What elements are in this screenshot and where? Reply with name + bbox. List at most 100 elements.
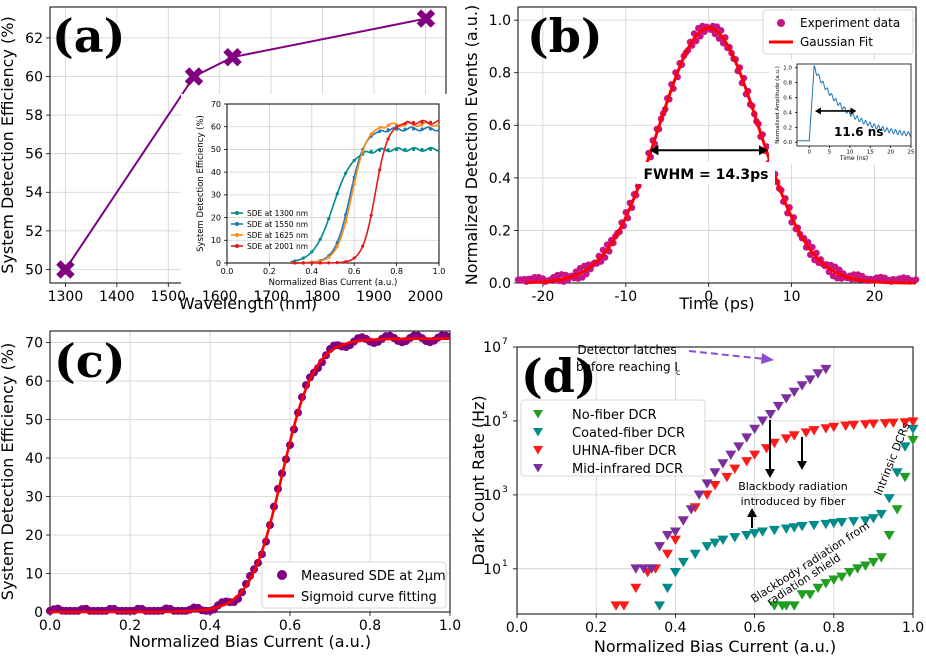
y-tick-label: 0.8 (783, 81, 792, 87)
data-point-triangle (677, 557, 689, 568)
annotation-text: introduced by fiber (741, 495, 846, 508)
y-tick-exponent: 5 (502, 411, 508, 421)
y-tick-label: 10 (483, 562, 501, 578)
x-tick-label: 5 (828, 150, 832, 156)
data-point-triangle (859, 561, 871, 571)
inset-data-point (428, 147, 433, 152)
x-tick-label: 0.0 (39, 618, 61, 634)
y-tick-label: 40 (211, 168, 221, 177)
data-point-triangle (610, 601, 622, 611)
panel-b: -20 -10 0 10 20 0.0 0.2 0.4 0.6 0.8 1.0 Time (ps) No… (462, 5, 920, 313)
data-point-triangle (733, 442, 745, 452)
data-point-triangle (669, 527, 681, 537)
inset-data-point (378, 129, 382, 133)
x-tick-label: 1600 (202, 289, 238, 305)
y-tick-label: 30 (211, 191, 221, 200)
x-tick-label: 1900 (356, 289, 392, 305)
legend-text: No-fiber DCR (572, 408, 657, 423)
inset-data-point (369, 213, 373, 217)
data-point-triangle (867, 514, 879, 524)
y-tick-label: 10 (25, 566, 43, 582)
data-point-triangle (812, 583, 824, 594)
gaussian-fit-line (526, 26, 917, 285)
y-tick-label: 58 (25, 108, 43, 124)
data-point-x-marker (56, 260, 75, 279)
data-point-triangle (808, 426, 820, 436)
inset-legend-marker (235, 222, 239, 226)
panel-label: (a) (52, 9, 125, 63)
inset-data-point (420, 127, 424, 131)
inset-data-point (301, 256, 305, 260)
data-point-triangle (859, 420, 871, 430)
data-point-triangle (808, 520, 820, 531)
data-point-triangle (848, 517, 860, 527)
data-point-triangle (741, 457, 753, 467)
data-point-triangle (899, 472, 911, 483)
data-point-triangle (848, 420, 860, 431)
legend-marker (533, 428, 543, 437)
legend-text: UHNA-fiber DCR (572, 444, 676, 459)
data-point-triangle (661, 583, 673, 594)
annotation-text: Intrinsic DCRs (872, 421, 913, 497)
x-tick-label: 0.8 (359, 618, 381, 634)
inset-data-point (310, 250, 314, 254)
data-point-x-marker (184, 67, 204, 86)
inset-x-axis-label: Normalized Bias Current (a.u.) (269, 278, 398, 288)
data-point-triangle (867, 557, 879, 568)
x-tick-label: 15 (867, 150, 874, 156)
arrow-head (850, 107, 857, 115)
y-tick-label: 0.2 (489, 223, 511, 239)
data-point-triangle (661, 531, 673, 541)
data-point-triangle (741, 433, 753, 443)
inset-data-point (327, 261, 331, 265)
inset-legend-marker (235, 233, 239, 237)
inset-data-point (361, 244, 365, 248)
annotation-subscript: c (676, 368, 680, 377)
data-point-triangle (749, 424, 761, 435)
data-point-triangle (709, 481, 721, 491)
inset-series-line (290, 146, 440, 263)
x-axis-label: Time (ps) (678, 294, 754, 313)
inset-data-point (420, 122, 424, 127)
y-axis-label: System Detection Efficiency (%) (0, 343, 17, 600)
inset-data-point (344, 260, 348, 264)
inset-legend-text: SDE at 1300 nm (247, 209, 308, 218)
inset-data-point (318, 237, 322, 241)
panel-c: 0.0 0.2 0.4 0.6 0.8 1.0 0 10 20 30 40 50 60 70 Normali… (0, 330, 461, 651)
x-tick-label: 0.2 (119, 618, 141, 634)
y-tick-label: 30 (25, 489, 43, 505)
inset-data-point (395, 125, 399, 129)
data-point-triangle (907, 435, 919, 446)
x-tick-label: -20 (531, 289, 554, 305)
data-point-triangle (689, 549, 701, 560)
inset-data-point (327, 217, 331, 221)
data-point-triangle (701, 479, 713, 489)
data-point-triangle (804, 590, 816, 600)
x-tick-label: 10 (783, 289, 801, 305)
inset-data-point (378, 126, 382, 130)
data-point-triangle (780, 434, 792, 444)
y-tick-exponent: 1 (502, 559, 508, 569)
x-tick-label: 0.0 (221, 267, 234, 276)
x-tick-label: 0.4 (199, 618, 221, 634)
x-tick-label: 1.0 (433, 267, 446, 276)
y-tick-label: 50 (211, 145, 221, 154)
panel-label: (d) (521, 349, 597, 403)
data-point-triangle (772, 401, 784, 412)
y-tick-label: 60 (25, 374, 43, 390)
legend-marker (277, 570, 287, 580)
inset-data-point (352, 256, 356, 260)
y-tick-label: 0.4 (783, 110, 792, 116)
data-point-triangle (844, 568, 856, 578)
legend-text: Coated-fiber DCR (572, 426, 685, 441)
y-tick-label: 70 (211, 100, 221, 109)
inset-x-axis-label: Time (ns) (839, 155, 868, 162)
data-point (912, 276, 920, 283)
x-tick-label: 0 (704, 289, 713, 305)
y-tick-label: 60 (25, 69, 43, 85)
inset-data-point (301, 261, 305, 265)
data-point-triangle (788, 431, 800, 441)
inset-data-point (344, 220, 348, 224)
data-point-triangle (796, 381, 808, 391)
